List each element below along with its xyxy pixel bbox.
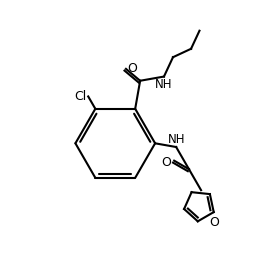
Text: NH: NH (167, 133, 185, 146)
Text: O: O (161, 156, 171, 169)
Text: NH: NH (155, 78, 173, 91)
Text: O: O (127, 62, 137, 75)
Text: Cl: Cl (75, 90, 87, 103)
Text: O: O (209, 216, 219, 229)
